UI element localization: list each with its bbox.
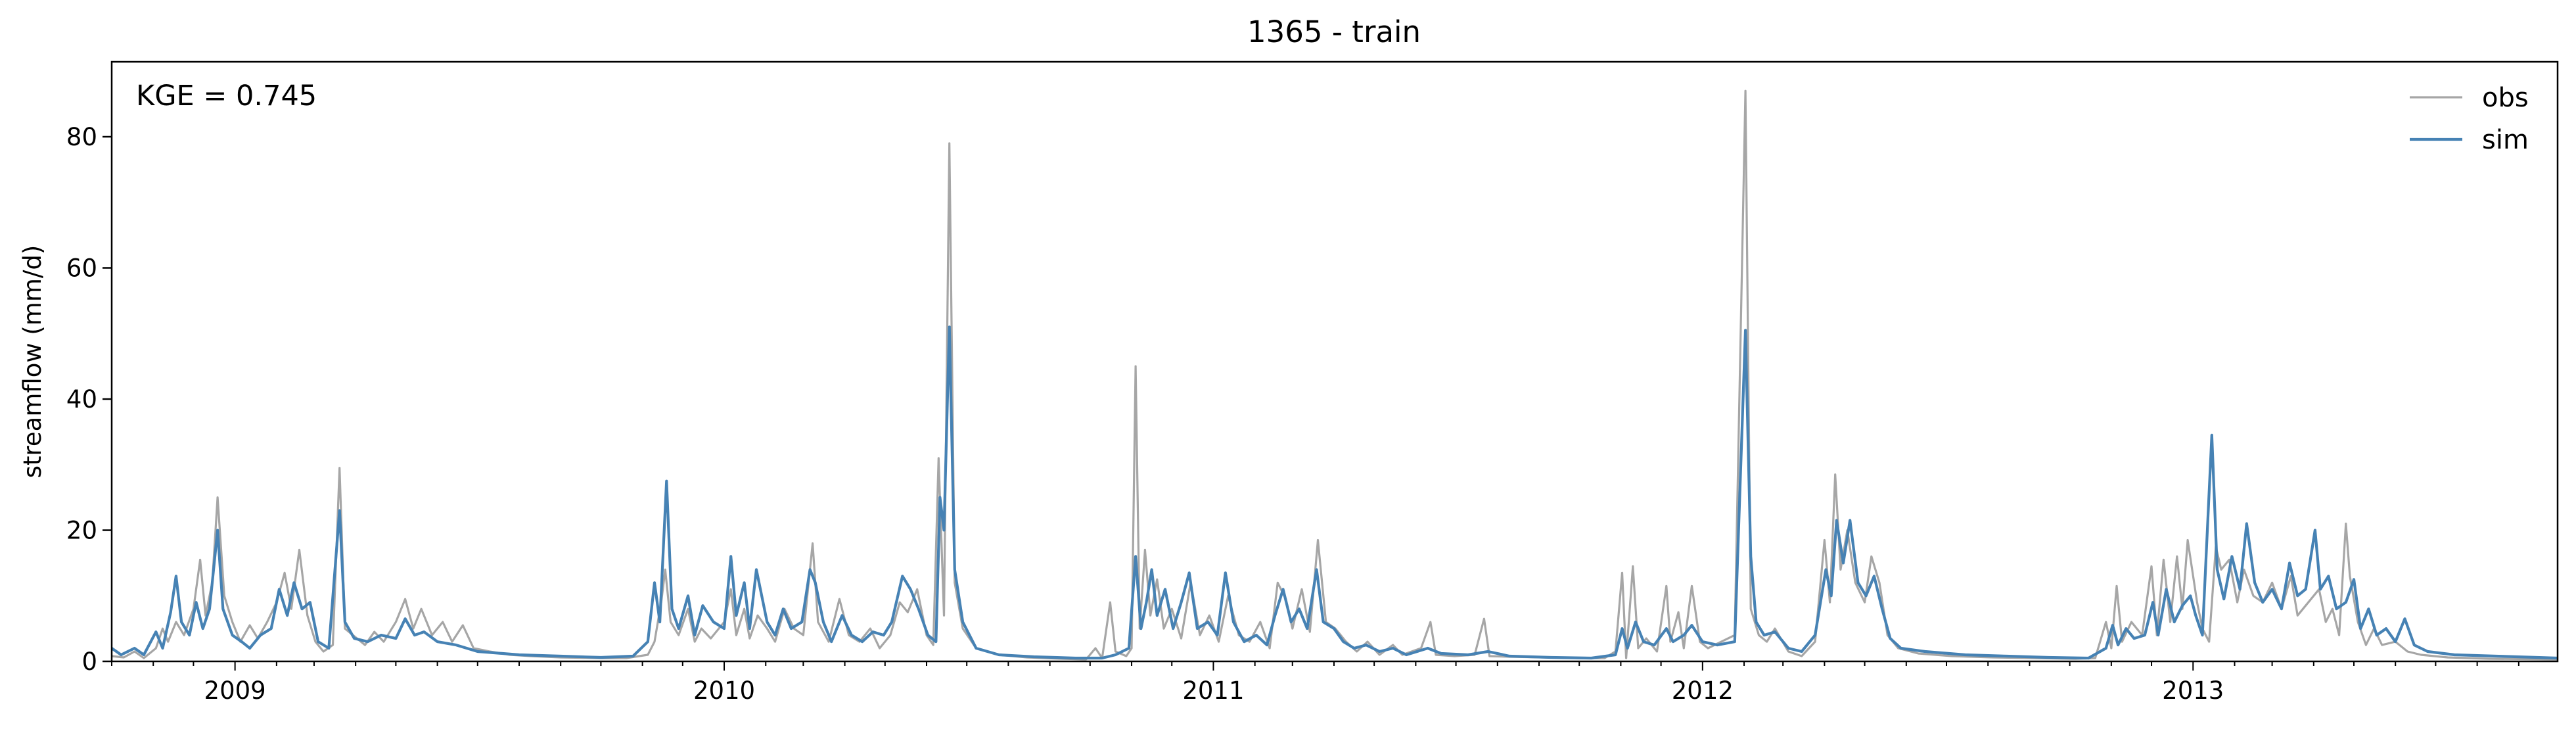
legend: obs sim <box>2410 83 2529 155</box>
y-axis: 0 20 40 60 80 <box>66 123 112 676</box>
plot-frame <box>110 60 2559 663</box>
x-tick-label: 2012 <box>1672 676 1734 705</box>
legend-label-obs: obs <box>2482 83 2529 113</box>
chart-title: 1365 - train <box>1247 14 1421 49</box>
y-tick-label: 40 <box>66 385 97 414</box>
x-tick-label: 2009 <box>204 676 266 705</box>
y-axis-title: streamflow (mm/d) <box>18 245 47 479</box>
y-tick-label: 60 <box>66 254 97 283</box>
x-tick-label: 2011 <box>1182 676 1244 705</box>
kge-annotation: KGE = 0.745 <box>136 80 317 112</box>
y-tick-label: 20 <box>66 517 97 545</box>
x-tick-label: 2013 <box>2162 676 2224 705</box>
y-tick-label: 80 <box>66 123 97 151</box>
series-line-obs <box>111 89 2558 661</box>
legend-label-sim: sim <box>2482 125 2529 155</box>
series-layer <box>110 89 2558 661</box>
series-line-sim <box>110 325 2558 660</box>
plot-area <box>110 60 2559 663</box>
x-axis: 2009 2010 2011 2012 2013 <box>111 661 2519 705</box>
x-tick-label: 2010 <box>693 676 755 705</box>
y-tick-label: 0 <box>81 648 97 676</box>
